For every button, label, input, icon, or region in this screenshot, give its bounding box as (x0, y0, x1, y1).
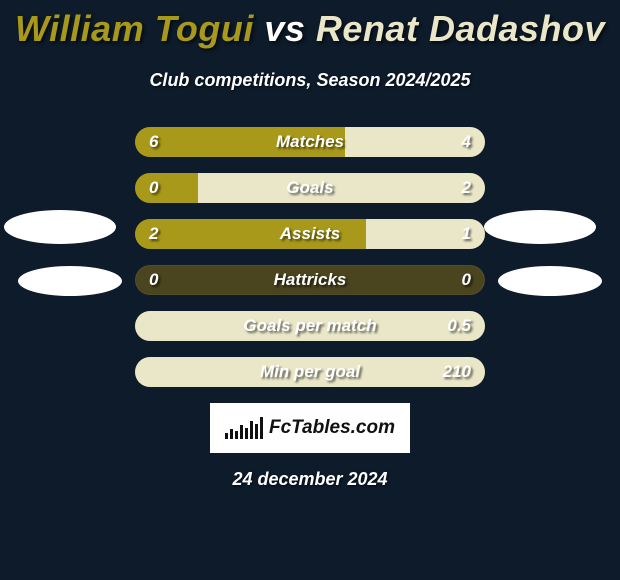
stat-row: 0 0 Hattricks (135, 265, 485, 295)
comparison-title: William Togui vs Renat Dadashov (0, 0, 620, 50)
stat-label: Hattricks (274, 270, 347, 290)
team-badge (18, 266, 122, 296)
stat-value-right: 0 (462, 270, 471, 290)
stat-value-left: 6 (149, 132, 158, 152)
stat-value-right: 4 (462, 132, 471, 152)
watermark-logo-icon (225, 417, 263, 439)
stat-value-left: 0 (149, 178, 158, 198)
stat-row: 2 1 Assists (135, 219, 485, 249)
stat-value-right: 210 (443, 362, 471, 382)
stat-label: Goals (286, 178, 333, 198)
team-badge (4, 210, 116, 244)
date-text: 24 december 2024 (0, 469, 620, 490)
stat-row: 0.5 Goals per match (135, 311, 485, 341)
stat-value-left: 2 (149, 224, 158, 244)
player2-name: Renat Dadashov (316, 8, 605, 49)
team-badge (484, 210, 596, 244)
watermark-text: FcTables.com (269, 417, 395, 439)
stats-container: 6 4 Matches 0 2 Goals 2 1 Assists 0 0 Hattricks 0.5 G… (135, 127, 485, 387)
stat-label: Matches (276, 132, 344, 152)
stat-value-left: 0 (149, 270, 158, 290)
stat-label: Assists (280, 224, 340, 244)
team-badge (498, 266, 602, 296)
stat-row: 210 Min per goal (135, 357, 485, 387)
stat-label: Min per goal (260, 362, 360, 382)
stat-value-right: 2 (462, 178, 471, 198)
stat-fill-left (135, 173, 198, 203)
stat-value-right: 0.5 (447, 316, 471, 336)
stat-row: 0 2 Goals (135, 173, 485, 203)
vs-text: vs (264, 8, 305, 49)
stat-row: 6 4 Matches (135, 127, 485, 157)
stat-label: Goals per match (243, 316, 376, 336)
watermark: FcTables.com (210, 403, 410, 453)
stat-value-right: 1 (462, 224, 471, 244)
player1-name: William Togui (15, 8, 254, 49)
subtitle: Club competitions, Season 2024/2025 (0, 70, 620, 91)
stat-fill-right (198, 173, 485, 203)
